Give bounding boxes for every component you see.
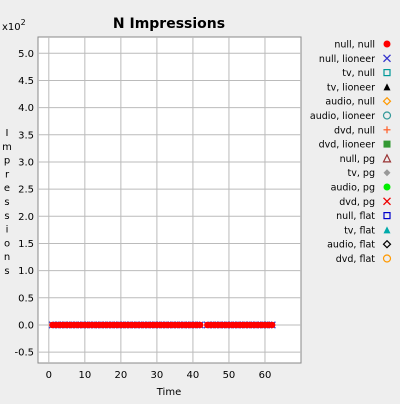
legend-label: audio, flat <box>327 240 375 251</box>
legend-label: audio, lioneer <box>310 111 375 122</box>
legend-marker <box>383 183 391 191</box>
y-axis-label-char: r <box>5 169 10 180</box>
x-tick-label: 20 <box>114 370 127 381</box>
y-tick-label: 4.0 <box>18 103 34 114</box>
legend-marker <box>383 40 391 48</box>
legend-marker <box>382 111 392 120</box>
x-tick-label: 50 <box>223 370 236 381</box>
legend-marker <box>383 169 391 177</box>
y-tick-label: 1.5 <box>18 239 34 250</box>
legend-marker <box>383 54 391 63</box>
y-multiplier: x102 <box>2 18 26 33</box>
x-tick-label: 60 <box>259 370 272 381</box>
y-tick-label: 0.0 <box>18 320 34 331</box>
y-axis-label-char: s <box>4 211 9 222</box>
y-tick-label: 2.0 <box>18 212 34 223</box>
x-tick-label: 40 <box>187 370 200 381</box>
x-tick-label: 0 <box>46 370 52 381</box>
y-axis-label-char: s <box>4 266 9 277</box>
legend-marker <box>382 153 392 163</box>
legend-marker <box>383 140 391 148</box>
x-tick-label: 30 <box>151 370 164 381</box>
grid <box>38 37 301 363</box>
y-axis-label-char: i <box>6 225 9 236</box>
legend-label: tv, null <box>342 68 375 79</box>
legend-label: null, flat <box>336 211 375 222</box>
y-multiplier-base: x10 <box>2 22 21 33</box>
legend-label: null, null <box>334 40 375 51</box>
y-tick-label: 2.5 <box>18 185 34 196</box>
legend-label: tv, flat <box>344 225 375 236</box>
legend-label: audio, null <box>325 97 375 108</box>
x-tick-label: 10 <box>78 370 91 381</box>
legend-label: dvd, flat <box>336 254 376 265</box>
y-tick-label: 1.0 <box>18 266 34 277</box>
data-point <box>196 321 204 329</box>
legend-label: null, lioneer <box>319 54 375 65</box>
legend-label: tv, pg <box>348 168 375 179</box>
y-axis-label-char: I <box>6 128 9 139</box>
legend-label: tv, lioneer <box>327 82 375 93</box>
y-ticks: -0.5 0.0 0.5 1.0 1.5 2.0 2.5 3.0 3.5 4.0 4.5 5.0 <box>14 49 34 359</box>
y-axis-label-char: s <box>4 197 9 208</box>
y-axis-label-char: n <box>4 252 10 263</box>
legend-marker <box>382 239 392 249</box>
legend-label: dvd, pg <box>339 197 375 208</box>
legend-label: dvd, null <box>334 125 375 136</box>
legend-marker <box>383 226 391 234</box>
data-point <box>268 321 276 329</box>
y-tick-label: 0.5 <box>18 293 34 304</box>
legend-marker <box>383 68 391 77</box>
y-axis-label: Impressions <box>2 128 12 277</box>
y-tick-label: 5.0 <box>18 49 34 60</box>
x-axis-label: Time <box>156 387 181 398</box>
plot-area <box>37 36 302 364</box>
y-axis-label-char: e <box>4 183 10 194</box>
legend-marker <box>383 197 391 206</box>
y-tick-label: 3.0 <box>18 157 34 168</box>
y-tick-label: 4.5 <box>18 76 34 87</box>
legend-label: dvd, lioneer <box>319 140 376 151</box>
y-multiplier-exp: 2 <box>21 18 26 27</box>
data-points <box>48 321 276 329</box>
legend-label: audio, pg <box>331 183 375 194</box>
legend: null, null null, lioneer tv, null tv, lione… <box>310 40 392 265</box>
y-axis-label-char: p <box>4 156 10 167</box>
x-ticks: 0 10 20 30 40 50 60 <box>46 370 272 381</box>
legend-marker <box>383 83 391 91</box>
legend-label: null, pg <box>340 154 375 165</box>
y-axis-label-char: m <box>2 142 12 153</box>
chart-title: N Impressions <box>113 16 225 32</box>
y-tick-label: 3.5 <box>18 130 34 141</box>
y-tick-label: -0.5 <box>14 348 34 359</box>
y-axis-label-char: o <box>4 238 10 249</box>
legend-marker <box>383 212 391 220</box>
legend-marker <box>382 96 392 106</box>
legend-marker <box>382 254 392 263</box>
